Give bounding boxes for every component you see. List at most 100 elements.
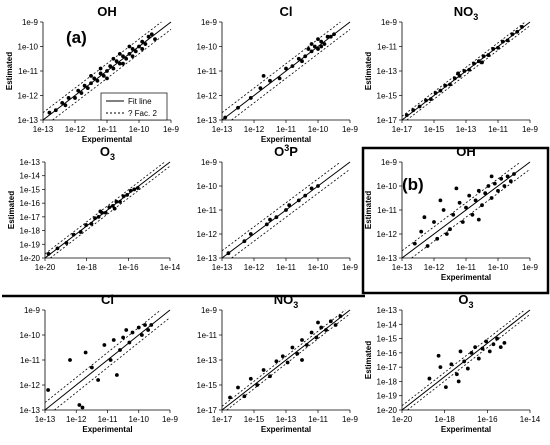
- data-point: [124, 328, 129, 332]
- data-point: [242, 239, 247, 244]
- data-point: [473, 198, 478, 203]
- chart-title: NO3: [454, 4, 479, 22]
- data-point: [328, 34, 333, 39]
- data-point: [324, 328, 328, 332]
- data-point: [512, 172, 516, 176]
- data-point: [146, 34, 151, 39]
- y-tick-label: 1e-15: [20, 185, 41, 194]
- data-point: [456, 71, 460, 76]
- data-point: [443, 83, 448, 88]
- y-axis-label: Estimated: [364, 341, 373, 379]
- chart-6: 1e-13 1e-12 1e-11 1e-10 1e-9 1e-13 1e-12 1e-11 1…: [364, 144, 539, 282]
- data-point: [248, 232, 253, 236]
- x-tick-label: 1e-16: [118, 263, 139, 272]
- data-point: [63, 103, 68, 108]
- data-point: [486, 53, 491, 57]
- x-tick-label: 1e-9: [342, 263, 359, 272]
- data-point: [303, 54, 308, 59]
- data-point: [105, 76, 109, 81]
- data-point: [223, 115, 228, 120]
- data-point: [432, 220, 436, 224]
- fit-line: [401, 309, 531, 411]
- data-point: [137, 44, 141, 49]
- data-point: [467, 67, 472, 72]
- y-axis-label: Estimated: [7, 191, 16, 229]
- panel-a-label: (a): [66, 28, 87, 47]
- factor-line: [221, 161, 341, 252]
- y-tick-label: 1e-15: [377, 335, 398, 344]
- y-tick-label: 1e-13: [18, 116, 39, 125]
- panel-b-label: (b): [402, 175, 424, 194]
- y-tick-label: 1e-19: [377, 392, 398, 401]
- data-point: [411, 108, 416, 113]
- data-point: [498, 345, 503, 350]
- data-point: [103, 210, 108, 215]
- chart-5: 1e-13 1e-12 1e-11 1e-10 1e-9 1e-13 1e-12 1e-11 1…: [197, 143, 359, 272]
- data-point: [121, 335, 126, 340]
- chart-title: NO3: [274, 292, 299, 310]
- y-tick-label: 1e-12: [197, 92, 218, 101]
- data-point: [105, 69, 109, 73]
- x-tick-label: 1e-15: [424, 125, 445, 134]
- data-point: [114, 199, 119, 204]
- data-point: [419, 229, 424, 234]
- data-point: [130, 54, 135, 59]
- x-tick-label: 1e-12: [65, 125, 86, 134]
- fit-line: [221, 21, 351, 121]
- x-tick-label: 1e-12: [244, 263, 265, 272]
- y-tick-label: 1e-9: [381, 18, 398, 27]
- data-point: [333, 323, 338, 327]
- x-tick-label: 1e-9: [163, 125, 180, 134]
- data-point: [46, 388, 51, 392]
- factor-line: [406, 25, 531, 121]
- data-point: [83, 350, 88, 355]
- x-tick-label: 1e-11: [98, 415, 118, 424]
- data-point: [108, 64, 113, 68]
- y-tick-label: 1e-19: [20, 240, 41, 249]
- y-tick-label: 1e-13: [377, 67, 398, 76]
- data-point: [114, 373, 119, 377]
- y-tick-label: 1e-18: [20, 227, 41, 236]
- data-point: [505, 38, 510, 43]
- data-point: [80, 405, 85, 410]
- x-tick-label: 1e-14: [160, 263, 181, 272]
- x-axis-label: Experimental: [82, 425, 132, 434]
- y-tick-label: 1e-10: [197, 43, 218, 52]
- x-tick-label: 1e-9: [162, 415, 179, 424]
- panel-b-frame: [361, 146, 550, 295]
- y-tick-label: 1e-17: [377, 116, 398, 125]
- chart-9: 1e-20 1e-18 1e-16 1e-14 1e-20 1e-19 1e-18 1e-17…: [364, 292, 541, 434]
- data-point: [449, 362, 454, 367]
- x-tick-label: 1e-9: [342, 125, 359, 134]
- y-tick-label: 1e-9: [201, 158, 218, 167]
- data-point: [101, 74, 106, 78]
- data-point: [460, 220, 465, 224]
- y-tick-label: 1e-11: [197, 67, 217, 76]
- data-point: [258, 86, 263, 91]
- data-point: [287, 203, 292, 208]
- legend-box: [100, 92, 168, 121]
- x-axis-label: Experimental: [441, 425, 491, 434]
- data-point: [492, 181, 497, 186]
- y-tick-label: 1e-10: [377, 182, 398, 191]
- data-point: [462, 359, 467, 364]
- chart-title: O3P: [274, 143, 298, 159]
- y-tick-label: 1e-11: [18, 67, 38, 76]
- y-axis-label: Estimated: [364, 191, 373, 229]
- y-tick-label: 1e-15: [197, 381, 218, 390]
- y-tick-label: 1e-9: [381, 158, 398, 167]
- data-point: [117, 51, 122, 56]
- x-tick-label: 1e-11: [276, 263, 296, 272]
- data-point: [316, 47, 320, 51]
- chart-title-main: O: [100, 144, 110, 159]
- data-point: [268, 78, 272, 83]
- x-tick-label: 1e-11: [456, 263, 476, 272]
- chart-title-sup: 3: [284, 143, 289, 153]
- data-point: [312, 44, 317, 49]
- x-tick-label: 1e-11: [97, 125, 117, 134]
- data-point: [79, 91, 84, 95]
- data-point: [255, 383, 260, 387]
- data-point: [438, 365, 443, 370]
- data-point: [481, 54, 486, 59]
- data-point: [480, 346, 485, 351]
